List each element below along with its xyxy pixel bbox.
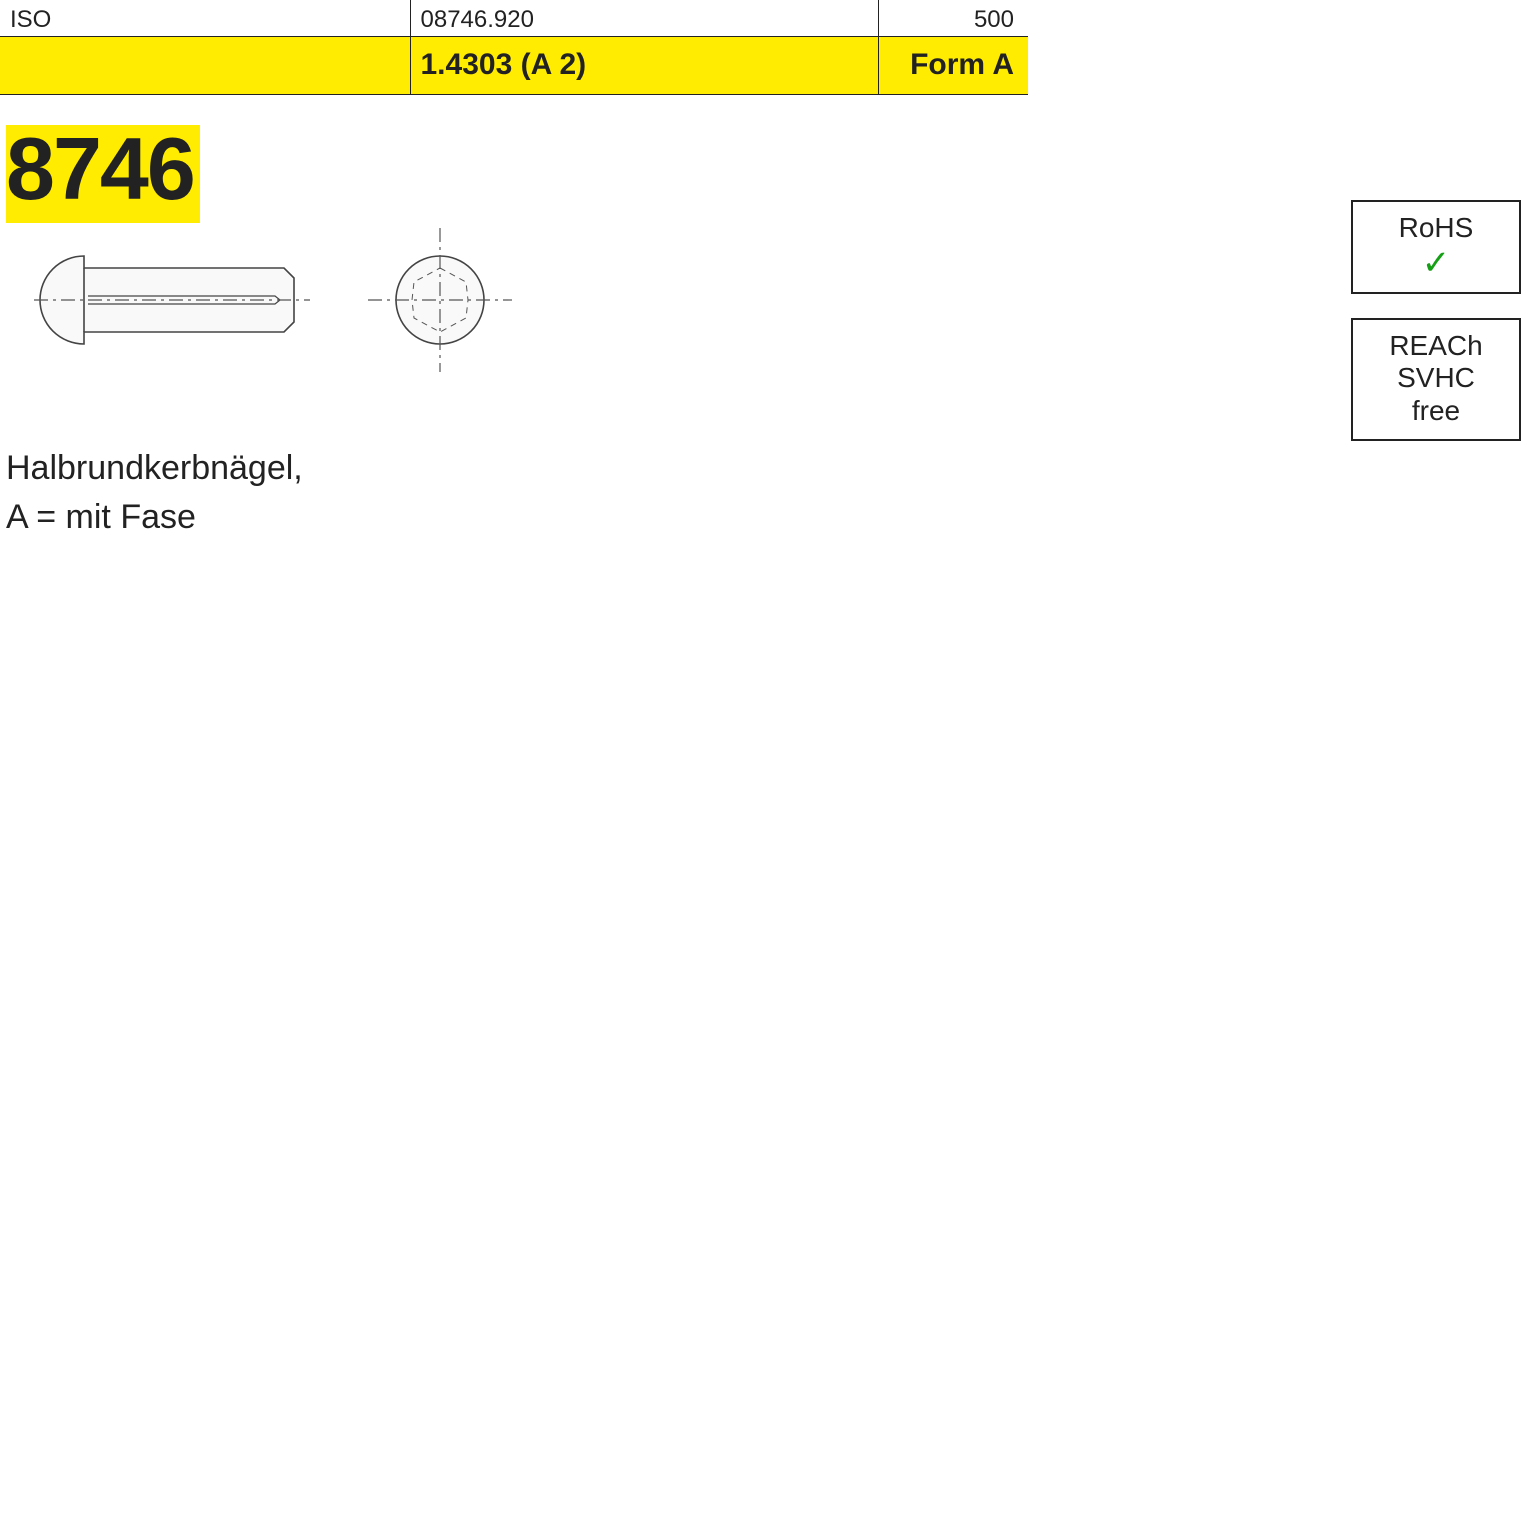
reach-l2: SVHC: [1359, 362, 1513, 394]
hdr-qty: 500: [878, 0, 1028, 36]
hdr-number-cell: [0, 36, 410, 94]
hdr-form: Form A: [878, 36, 1028, 94]
desc-line1: Halbrundkerbnägel,: [6, 444, 303, 493]
technical-drawing: [10, 200, 690, 400]
compliance-boxes: RoHS ✓ REACh SVHC free: [1351, 200, 1521, 465]
hdr-iso: ISO: [0, 0, 410, 36]
desc-line2: A = mit Fase: [6, 493, 303, 542]
reach-box: REACh SVHC free: [1351, 318, 1521, 441]
rohs-label: RoHS: [1359, 212, 1513, 244]
description: Halbrundkerbnägel, A = mit Fase: [6, 444, 303, 543]
hdr-code: 08746.920: [410, 0, 878, 36]
rohs-check-icon: ✓: [1359, 246, 1513, 280]
rohs-box: RoHS ✓: [1351, 200, 1521, 294]
header-grid: ISO 08746.920 500 1.4303 (A 2) Form A 87…: [0, 0, 1028, 95]
hdr-material: 1.4303 (A 2): [410, 36, 878, 94]
reach-l3: free: [1359, 395, 1513, 427]
reach-l1: REACh: [1359, 330, 1513, 362]
